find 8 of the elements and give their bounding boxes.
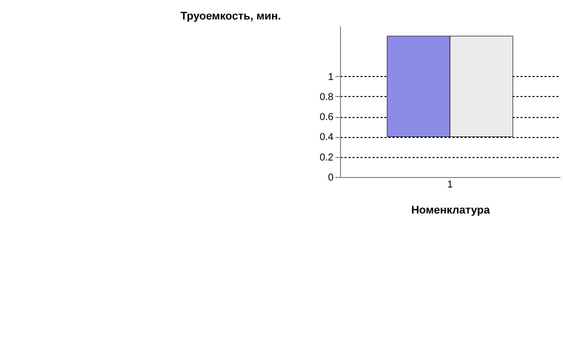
y-tick-label: 0.4	[320, 132, 334, 144]
y-tick-label: 0.8	[320, 92, 334, 103]
y-tick-label: 0.2	[320, 152, 334, 164]
y-axis-title: Труоемкость, мин.	[180, 10, 281, 22]
y-tick-label: 0.6	[320, 112, 334, 124]
x-axis-title: Номенклатура	[411, 204, 491, 216]
y-tick-label: 1	[328, 72, 334, 83]
y-tick-label: 0	[328, 172, 334, 184]
